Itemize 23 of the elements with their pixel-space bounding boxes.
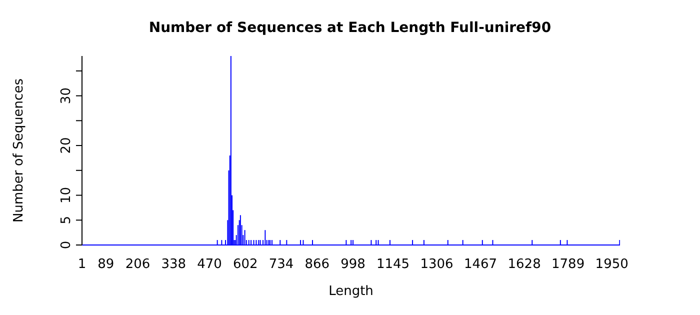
- x-tick-label: 89: [98, 257, 114, 272]
- y-tick-label: 0: [59, 240, 74, 250]
- x-tick-label: 470: [197, 257, 222, 272]
- x-tick-label: 206: [125, 257, 150, 272]
- x-tick-label: 1145: [376, 257, 410, 272]
- x-tick-label: 1467: [464, 257, 498, 272]
- x-tick-label: 1306: [420, 257, 454, 272]
- y-tick-label: 20: [59, 137, 74, 154]
- x-tick-label: 866: [304, 257, 330, 272]
- x-tick-label: 1: [78, 257, 86, 272]
- x-tick-label: 602: [232, 257, 258, 272]
- y-tick-label: 5: [59, 216, 74, 224]
- x-axis-title: Length: [328, 284, 374, 299]
- x-tick-label: 1628: [508, 257, 541, 272]
- x-tick-label: 998: [340, 257, 366, 272]
- x-tick-label: 734: [268, 257, 294, 272]
- y-tick-label: 10: [59, 186, 74, 204]
- y-tick-label: 30: [59, 88, 74, 104]
- x-tick-label: 1950: [595, 257, 628, 272]
- y-axis-title: Number of Sequences: [12, 78, 27, 222]
- x-tick-label: 338: [161, 257, 186, 272]
- chart-title: Number of Sequences at Each Length Full-uniref90: [148, 20, 552, 36]
- x-tick-label: 1789: [552, 257, 585, 272]
